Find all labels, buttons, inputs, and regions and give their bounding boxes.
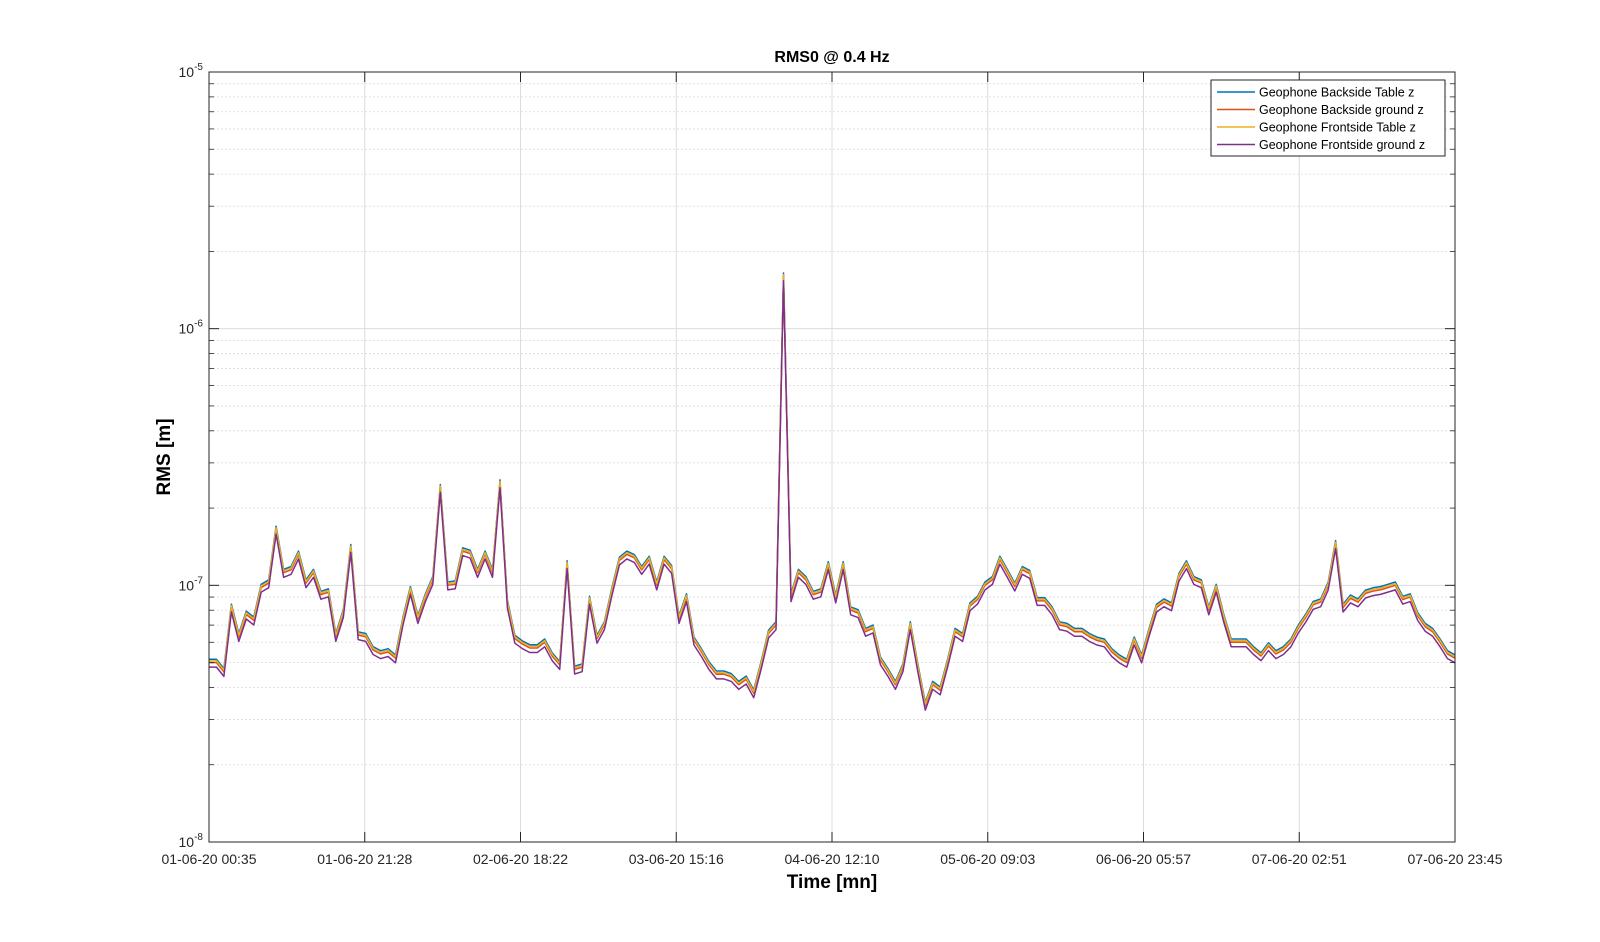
y-tick-label: 10-8: [179, 832, 204, 850]
legend-label: Geophone Backside Table z: [1259, 86, 1414, 100]
series-lines: [209, 272, 1456, 711]
x-axis-label: Time [mn]: [787, 872, 877, 893]
legend-label: Geophone Frontside Table z: [1259, 121, 1416, 135]
legend-label: Geophone Backside ground z: [1259, 103, 1424, 117]
legend: Geophone Backside Table z Geophone Backsi…: [1210, 79, 1446, 157]
y-tick-label: 10-6: [179, 319, 204, 337]
axis-ticks: [208, 71, 1456, 843]
x-tick-label: 07-06-20 23:45: [1408, 851, 1503, 867]
x-tick-label: 03-06-20 15:16: [629, 851, 724, 867]
x-tick-label: 01-06-20 21:28: [317, 851, 412, 867]
y-axis-label: RMS [m]: [154, 418, 175, 495]
y-tick-label: 10-5: [179, 62, 204, 80]
legend-label: Geophone Frontside ground z: [1259, 138, 1425, 152]
series-line: [209, 280, 1456, 711]
x-tick-labels: 01-06-20 00:35 01-06-20 21:28 02-06-20 18:…: [162, 851, 1503, 867]
x-tick-label: 04-06-20 12:10: [785, 851, 880, 867]
series-line: [209, 273, 1456, 705]
x-tick-label: 07-06-20 02:51: [1252, 851, 1347, 867]
y-tick-labels: 10-8 10-7 10-6 10-5: [179, 62, 204, 850]
chart-title: RMS0 @ 0.4 Hz: [774, 49, 889, 66]
x-tick-label: 02-06-20 18:22: [473, 851, 568, 867]
x-tick-label: 01-06-20 00:35: [162, 851, 257, 867]
y-tick-label: 10-7: [179, 575, 204, 593]
x-tick-label: 05-06-20 09:03: [940, 851, 1035, 867]
x-tick-label: 06-06-20 05:57: [1096, 851, 1191, 867]
